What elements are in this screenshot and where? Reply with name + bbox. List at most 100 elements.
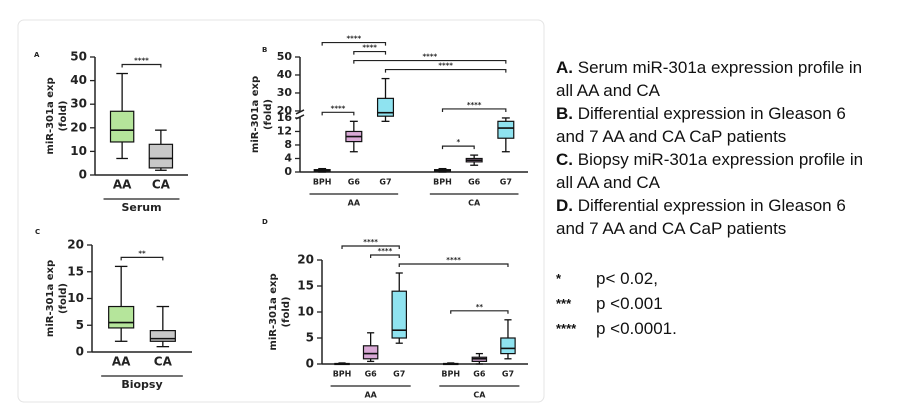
y-tick-label: 8 xyxy=(284,138,292,151)
box xyxy=(148,143,174,169)
significance-bracket xyxy=(450,310,509,314)
y-tick-label: 30 xyxy=(70,97,87,111)
note: A. Serum miR-301a expression profile in … xyxy=(556,56,876,102)
y-tick-label: 15 xyxy=(67,264,84,278)
y-tick-label: 12 xyxy=(277,124,292,137)
significance-label: **** xyxy=(438,62,453,70)
x-tick-label: BPH xyxy=(333,370,352,379)
box xyxy=(391,290,408,339)
significance-bracket xyxy=(370,254,400,258)
significance-label: **** xyxy=(331,104,346,112)
group-label: AA xyxy=(348,199,361,208)
y-tick-label: 10 xyxy=(67,291,84,305)
significance-text: p <0.001 xyxy=(596,294,663,313)
box xyxy=(497,120,515,139)
x-tick-label: G6 xyxy=(348,178,361,187)
significance-label: **** xyxy=(446,256,461,264)
significance-label: **** xyxy=(467,101,482,109)
box xyxy=(109,110,135,143)
significance-symbol: *** xyxy=(556,296,572,311)
significance-bracket xyxy=(353,59,507,64)
x-tick-label: BPH xyxy=(313,178,332,187)
y-axis-label: miR-301a exp xyxy=(45,77,56,154)
panel-label: A xyxy=(34,51,40,59)
significance-bracket xyxy=(441,108,507,112)
significance-bracket xyxy=(321,111,355,116)
x-tick-label: G7 xyxy=(393,370,405,379)
note-text: Biopsy miR-301a expression profile in al… xyxy=(556,150,864,192)
x-tick-label: AA xyxy=(113,178,132,192)
panel-label: B xyxy=(262,46,267,54)
significance-row: *** p <0.001 xyxy=(556,291,677,316)
significance-symbol: **** xyxy=(556,321,577,336)
y-axis-label: miR-301a exp xyxy=(268,273,279,350)
note-label: C. xyxy=(556,150,573,169)
significance-bracket xyxy=(353,50,387,55)
x-tick-label: CA xyxy=(152,178,171,192)
panel-label: D xyxy=(262,218,268,226)
axis-break xyxy=(295,109,305,115)
x-tick-label: BPH xyxy=(441,370,460,379)
significance-label: **** xyxy=(362,44,377,52)
significance-bracket xyxy=(441,145,475,150)
y-tick-label: 0 xyxy=(79,168,87,182)
y-axis-label: (fold) xyxy=(263,99,274,130)
group-label: CA xyxy=(468,199,481,208)
y-tick-label: 20 xyxy=(297,253,314,267)
y-axis-label: (fold) xyxy=(58,283,69,314)
box xyxy=(362,345,379,360)
y-tick-label: 50 xyxy=(277,50,293,63)
y-tick-label: 15 xyxy=(297,279,314,293)
y-tick-label: 16 xyxy=(277,111,293,124)
y-axis-label: miR-301a exp xyxy=(250,76,261,153)
significance-label: **** xyxy=(378,247,393,255)
note-text: Serum miR-301a expression profile in all… xyxy=(556,58,863,100)
box xyxy=(149,330,176,342)
y-tick-label: 5 xyxy=(306,331,314,345)
significance-bracket xyxy=(398,263,509,267)
x-tick-label: AA xyxy=(112,355,131,369)
significance-symbol: * xyxy=(556,271,562,286)
x-tick-label: G7 xyxy=(502,370,514,379)
significance-label: **** xyxy=(363,238,378,246)
note-label: B. xyxy=(556,104,573,123)
y-tick-label: 10 xyxy=(70,144,87,158)
y-tick-label: 0 xyxy=(284,165,292,178)
significance-label: **** xyxy=(423,53,438,61)
panel-label: C xyxy=(35,228,40,236)
significance-bracket xyxy=(341,245,400,249)
y-tick-label: 0 xyxy=(76,345,84,359)
frame xyxy=(17,19,545,403)
box xyxy=(108,305,135,329)
group-label: CA xyxy=(473,391,486,400)
significance-text: p< 0.02, xyxy=(596,269,658,288)
significance-bracket xyxy=(121,63,162,68)
box xyxy=(376,97,395,117)
x-tick-label: CA xyxy=(154,355,173,369)
y-tick-label: 0 xyxy=(306,357,314,371)
significance-key: * p< 0.02, *** p <0.001 **** p <0.0001. xyxy=(556,266,677,341)
group-label: Serum xyxy=(121,201,161,214)
notes: A. Serum miR-301a expression profile in … xyxy=(556,56,876,240)
group-label: AA xyxy=(364,391,377,400)
x-tick-label: G7 xyxy=(500,178,512,187)
x-tick-label: G6 xyxy=(468,178,481,187)
y-tick-label: 20 xyxy=(70,120,87,134)
significance-label: ** xyxy=(138,249,146,257)
significance-label: ** xyxy=(476,303,484,311)
x-tick-label: BPH xyxy=(433,178,452,187)
x-tick-label: G6 xyxy=(473,370,486,379)
significance-bracket xyxy=(120,256,164,261)
y-tick-label: 50 xyxy=(70,50,87,64)
y-axis-label: miR-301a exp xyxy=(45,260,56,337)
group-label: Biopsy xyxy=(121,378,162,391)
significance-row: **** p <0.0001. xyxy=(556,316,677,341)
significance-label: * xyxy=(456,138,460,146)
note-label: A. xyxy=(556,58,573,77)
box xyxy=(500,337,516,355)
note-text: Differential expression in Gleason 6 and… xyxy=(556,196,846,238)
note-text: Differential expression in Gleason 6 and… xyxy=(556,104,846,146)
note: C. Biopsy miR-301a expression profile in… xyxy=(556,148,876,194)
y-tick-label: 20 xyxy=(277,104,293,117)
